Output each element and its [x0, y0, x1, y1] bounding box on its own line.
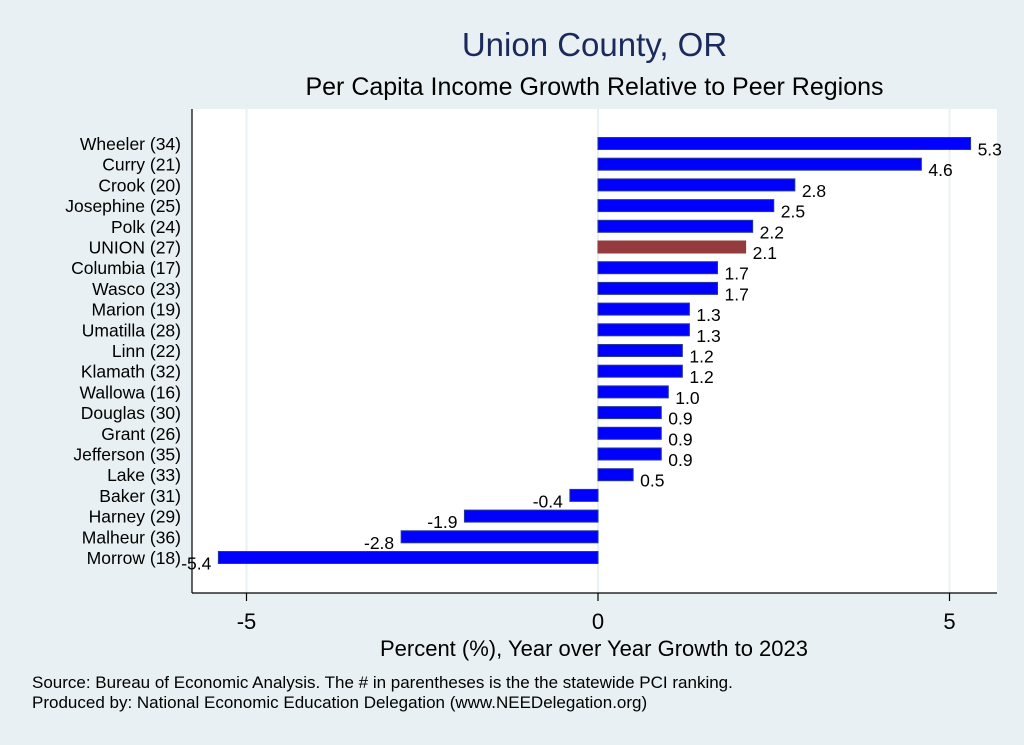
value-label: 2.8 — [802, 181, 826, 201]
bar — [597, 364, 683, 378]
y-axis-labels: Wheeler (34)Curry (21)Crook (20)Josephin… — [65, 134, 181, 568]
y-tick-label: Linn (22) — [112, 341, 181, 361]
x-tick-label: -5 — [237, 609, 257, 634]
bar — [400, 530, 599, 544]
bar — [597, 157, 922, 171]
bar — [597, 199, 775, 213]
y-tick-label: Columbia (17) — [71, 258, 181, 278]
chart-title: Union County, OR — [461, 26, 728, 63]
value-label: 1.2 — [689, 367, 713, 387]
y-tick-label: Wasco (23) — [92, 279, 181, 299]
y-tick-label: Lake (33) — [107, 465, 181, 485]
bar — [597, 178, 796, 192]
value-label: 0.9 — [668, 409, 692, 429]
y-tick-label: Harney (29) — [89, 507, 181, 527]
bar — [597, 323, 690, 337]
value-label: -0.4 — [533, 491, 563, 511]
value-label: 2.2 — [760, 222, 784, 242]
value-label: 2.5 — [781, 202, 805, 222]
value-label: 0.9 — [668, 450, 692, 470]
bar — [597, 302, 690, 316]
value-label: 0.5 — [640, 471, 664, 491]
value-label: 1.7 — [725, 284, 749, 304]
y-tick-label: Grant (26) — [101, 424, 181, 444]
y-tick-label: UNION (27) — [89, 238, 181, 258]
value-label: -2.8 — [364, 533, 394, 553]
source-note: Source: Bureau of Economic Analysis. The… — [32, 673, 733, 692]
bar — [597, 261, 719, 275]
y-tick-label: Wallowa (16) — [80, 382, 181, 402]
bar — [569, 488, 599, 502]
y-tick-label: Crook (20) — [98, 175, 181, 195]
bar — [597, 281, 719, 295]
y-tick-label: Polk (24) — [111, 217, 181, 237]
bar — [597, 468, 634, 482]
y-tick-label: Josephine (25) — [65, 196, 181, 216]
y-tick-label: Morrow (18) — [87, 548, 181, 568]
bar — [597, 426, 662, 440]
bar — [597, 406, 662, 420]
value-label: 1.0 — [675, 388, 700, 408]
bar — [217, 551, 599, 564]
bars — [217, 137, 972, 564]
y-tick-label: Baker (31) — [99, 486, 181, 506]
y-tick-label: Umatilla (28) — [82, 320, 181, 340]
y-tick-label: Jefferson (35) — [73, 445, 181, 465]
produced-by-note: Produced by: National Economic Education… — [32, 693, 648, 712]
value-label: 2.1 — [753, 243, 777, 263]
bar — [597, 219, 754, 233]
value-label: 0.9 — [668, 429, 692, 449]
bar — [597, 447, 662, 461]
x-axis-title: Percent (%), Year over Year Growth to 20… — [380, 636, 808, 661]
value-label: 1.2 — [689, 347, 713, 367]
value-labels: 5.34.62.82.52.22.11.71.71.31.31.21.21.00… — [181, 140, 1002, 574]
value-label: 4.6 — [928, 160, 952, 180]
y-tick-label: Klamath (32) — [81, 362, 181, 382]
y-tick-label: Wheeler (34) — [80, 134, 181, 154]
value-label: -5.4 — [181, 554, 211, 574]
y-tick-label: Curry (21) — [102, 155, 181, 175]
x-tick-label: 5 — [943, 609, 955, 634]
bar-highlight — [597, 240, 747, 254]
y-tick-label: Douglas (30) — [81, 403, 181, 423]
value-label: 1.7 — [725, 264, 749, 284]
bar — [597, 344, 683, 357]
value-label: 5.3 — [978, 140, 1002, 160]
value-label: 1.3 — [696, 305, 720, 325]
value-label: -1.9 — [427, 512, 457, 532]
y-tick-label: Marion (19) — [92, 300, 181, 320]
bar — [463, 509, 599, 523]
chart-subtitle: Per Capita Income Growth Relative to Pee… — [305, 73, 884, 101]
value-label: 1.3 — [696, 326, 720, 346]
bar — [597, 137, 972, 150]
bar — [597, 385, 669, 399]
y-tick-label: Malheur (36) — [82, 527, 181, 547]
x-axis-ticks: -5 0 5 — [237, 593, 956, 634]
x-tick-label: 0 — [592, 609, 604, 634]
